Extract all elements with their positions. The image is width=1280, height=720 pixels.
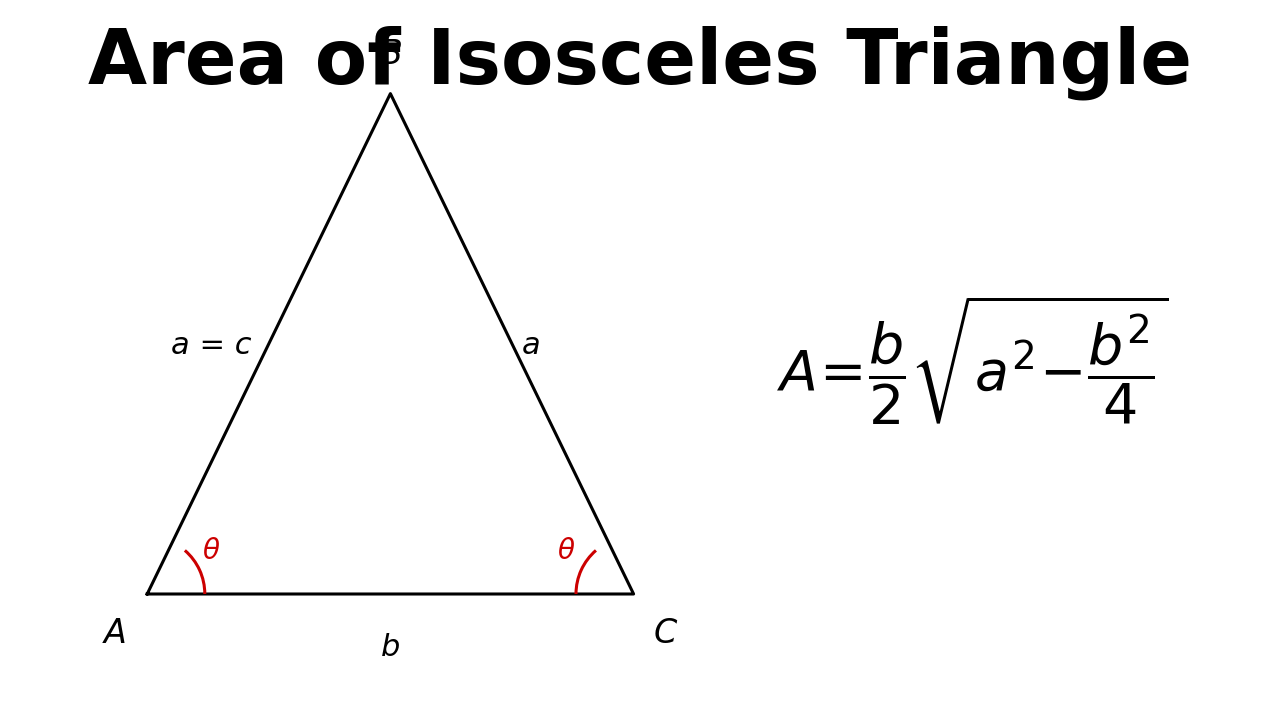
Text: $\mathit{A}\!=\!\dfrac{\mathit{b}}{2}\sqrt{\mathit{a}^2\!-\!\dfrac{\mathit{b}^2}: $\mathit{A}\!=\!\dfrac{\mathit{b}}{2}\sq… (777, 293, 1169, 427)
Text: C: C (654, 617, 677, 650)
Text: a = c: a = c (172, 331, 251, 360)
Text: θ: θ (202, 537, 220, 564)
Text: b: b (380, 634, 401, 662)
Text: a: a (522, 331, 540, 360)
Text: B: B (379, 37, 402, 71)
Text: A: A (104, 617, 127, 650)
Text: Area of Isosceles Triangle: Area of Isosceles Triangle (88, 25, 1192, 99)
Text: θ: θ (557, 537, 575, 564)
